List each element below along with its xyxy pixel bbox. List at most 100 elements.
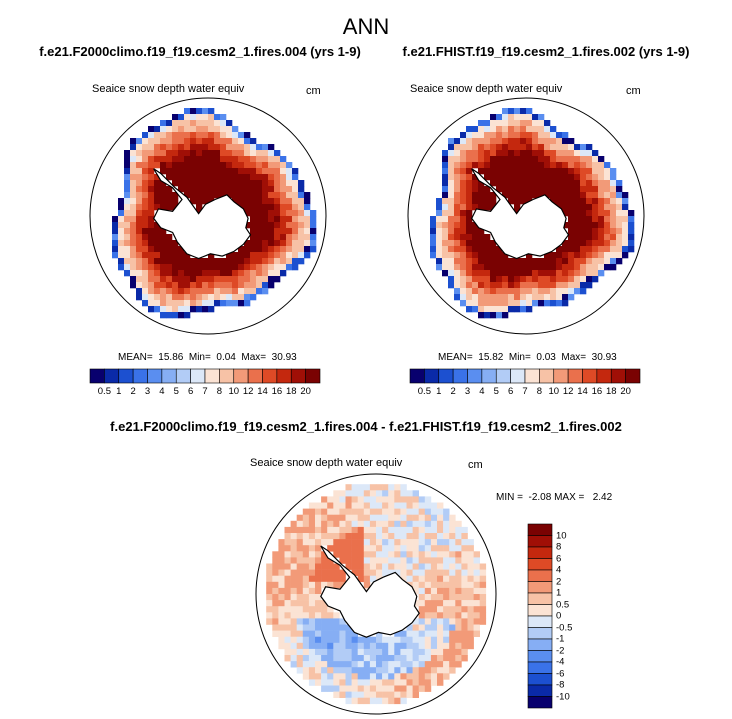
colorbar-tick-label: 1	[436, 386, 442, 397]
colorbar-swatch	[527, 673, 553, 686]
colorbar-swatch	[424, 368, 440, 384]
colorbar-tick-label: -6	[556, 668, 565, 679]
colorbar-tick-label: 18	[285, 386, 297, 397]
diff-polar-map	[255, 473, 497, 715]
colorbar-tick-label: -0.5	[556, 622, 573, 633]
colorbar-swatch	[290, 368, 306, 384]
diff-units-label: cm	[468, 459, 483, 471]
colorbar-tick-label: -4	[556, 656, 565, 668]
panel2-colorbar-ticks: 0.5 1 2 3 4 5 6 7 8 10 12 14 16 18 20	[410, 386, 640, 400]
colorbar-swatch	[467, 368, 483, 384]
diff-colorbar	[527, 523, 553, 709]
colorbar-swatch	[262, 368, 278, 384]
colorbar-tick-label: 0.5	[417, 386, 431, 397]
colorbar-swatch	[527, 661, 553, 674]
colorbar-tick-label: 1	[116, 386, 122, 397]
map-boundary	[89, 97, 327, 335]
colorbar-tick-label: 16	[271, 386, 283, 397]
colorbar-swatch	[596, 368, 612, 384]
antarctica-coastline	[320, 545, 420, 638]
colorbar-swatch	[495, 368, 511, 384]
colorbar-swatch	[452, 368, 468, 384]
colorbar-tick-label: 12	[242, 386, 254, 397]
colorbar-tick-label: 7	[202, 386, 208, 397]
colorbar-tick-label: 10	[228, 386, 240, 397]
panel1-variable-label: Seaice snow depth water equiv	[92, 83, 245, 95]
colorbar-swatch	[219, 368, 235, 384]
diff-colorbar-ticks: 10 8 6 4 2 1 0.5 0 -0.5 -1 -2 -4 -6 -8 -10	[556, 524, 596, 708]
colorbar-swatch	[89, 368, 105, 384]
colorbar-swatch	[527, 523, 553, 536]
panel1-case-title: f.e21.F2000climo.f19_f19.cesm2_1.fires.0…	[39, 44, 361, 59]
colorbar-tick-label: 8	[216, 386, 223, 397]
colorbar-swatch	[409, 368, 425, 384]
colorbar-tick-label: 0	[556, 610, 562, 622]
colorbar-swatch	[510, 368, 526, 384]
colorbar-tick-label: 5	[173, 386, 179, 397]
colorbar-tick-label: 2	[556, 576, 562, 587]
colorbar-swatch	[527, 684, 553, 697]
colorbar-tick-label: 4	[556, 564, 562, 576]
colorbar-tick-label: 1	[556, 587, 562, 599]
colorbar-tick-label: 8	[556, 541, 562, 553]
colorbar-swatch	[276, 368, 292, 384]
colorbar-tick-label: 10	[548, 386, 560, 397]
colorbar-tick-label: 3	[464, 386, 471, 397]
colorbar-swatch	[161, 368, 177, 384]
colorbar-swatch	[527, 696, 553, 709]
colorbar-swatch	[527, 638, 553, 651]
colorbar-swatch	[481, 368, 497, 384]
colorbar-swatch	[233, 368, 249, 384]
colorbar-swatch	[539, 368, 555, 384]
colorbar-swatch	[582, 368, 598, 384]
panel1-colorbar-ticks: 0.5 1 2 3 4 5 6 7 8 10 12 14 16 18 20	[90, 386, 320, 400]
colorbar-swatch	[527, 535, 553, 548]
colorbar-swatch	[553, 368, 569, 384]
colorbar-tick-label: -8	[556, 679, 565, 691]
panel2-units-label: cm	[626, 85, 641, 97]
colorbar-tick-label: 3	[144, 386, 151, 397]
colorbar-tick-label: 2	[130, 386, 136, 397]
colorbar-swatch	[175, 368, 191, 384]
antarctica-coastline	[470, 168, 570, 260]
colorbar-swatch	[438, 368, 454, 384]
colorbar-swatch	[610, 368, 626, 384]
colorbar-tick-label: 18	[605, 386, 617, 397]
colorbar-swatch	[247, 368, 263, 384]
antarctica-coastline	[152, 168, 252, 260]
colorbar-tick-label: 20	[620, 386, 631, 397]
colorbar-swatch	[190, 368, 206, 384]
colorbar-tick-label: -2	[556, 645, 565, 656]
colorbar-tick-label: 12	[562, 386, 574, 397]
colorbar-swatch	[527, 581, 553, 594]
diff-case-title: f.e21.F2000climo.f19_f19.cesm2_1.fires.0…	[110, 419, 622, 434]
colorbar-swatch	[527, 627, 553, 640]
colorbar-tick-label: 6	[507, 386, 514, 397]
panel1-stats: MEAN= 15.86 Min= 0.04 Max= 30.93	[118, 352, 297, 363]
colorbar-tick-label: 6	[187, 386, 194, 397]
colorbar-tick-label: -1	[556, 633, 565, 645]
colorbar-swatch	[527, 546, 553, 559]
main-title: ANN	[342, 14, 390, 39]
diff-variable-label: Seaice snow depth water equiv	[250, 457, 403, 469]
panel1-colorbar	[89, 368, 321, 384]
panel2-colorbar	[409, 368, 641, 384]
colorbar-swatch	[104, 368, 120, 384]
colorbar-tick-label: 0.5	[556, 599, 570, 610]
panel2-polar-map	[407, 97, 645, 335]
panel2-case-title: f.e21.FHIST.f19_f19.cesm2_1.fires.002 (y…	[402, 44, 690, 59]
panel1-units-label: cm	[306, 85, 321, 97]
colorbar-tick-label: 4	[479, 386, 485, 397]
colorbar-tick-label: 2	[450, 386, 456, 397]
colorbar-tick-label: 16	[591, 386, 603, 397]
colorbar-tick-label: 5	[493, 386, 499, 397]
colorbar-swatch	[524, 368, 540, 384]
colorbar-tick-label: 7	[522, 386, 528, 397]
colorbar-swatch	[147, 368, 163, 384]
diff-stats: MIN = -2.08 MAX = 2.42	[496, 492, 613, 503]
colorbar-swatch	[527, 650, 553, 663]
colorbar-tick-label: 6	[556, 553, 562, 564]
colorbar-swatch	[625, 368, 641, 384]
colorbar-swatch	[527, 558, 553, 571]
colorbar-swatch	[132, 368, 148, 384]
